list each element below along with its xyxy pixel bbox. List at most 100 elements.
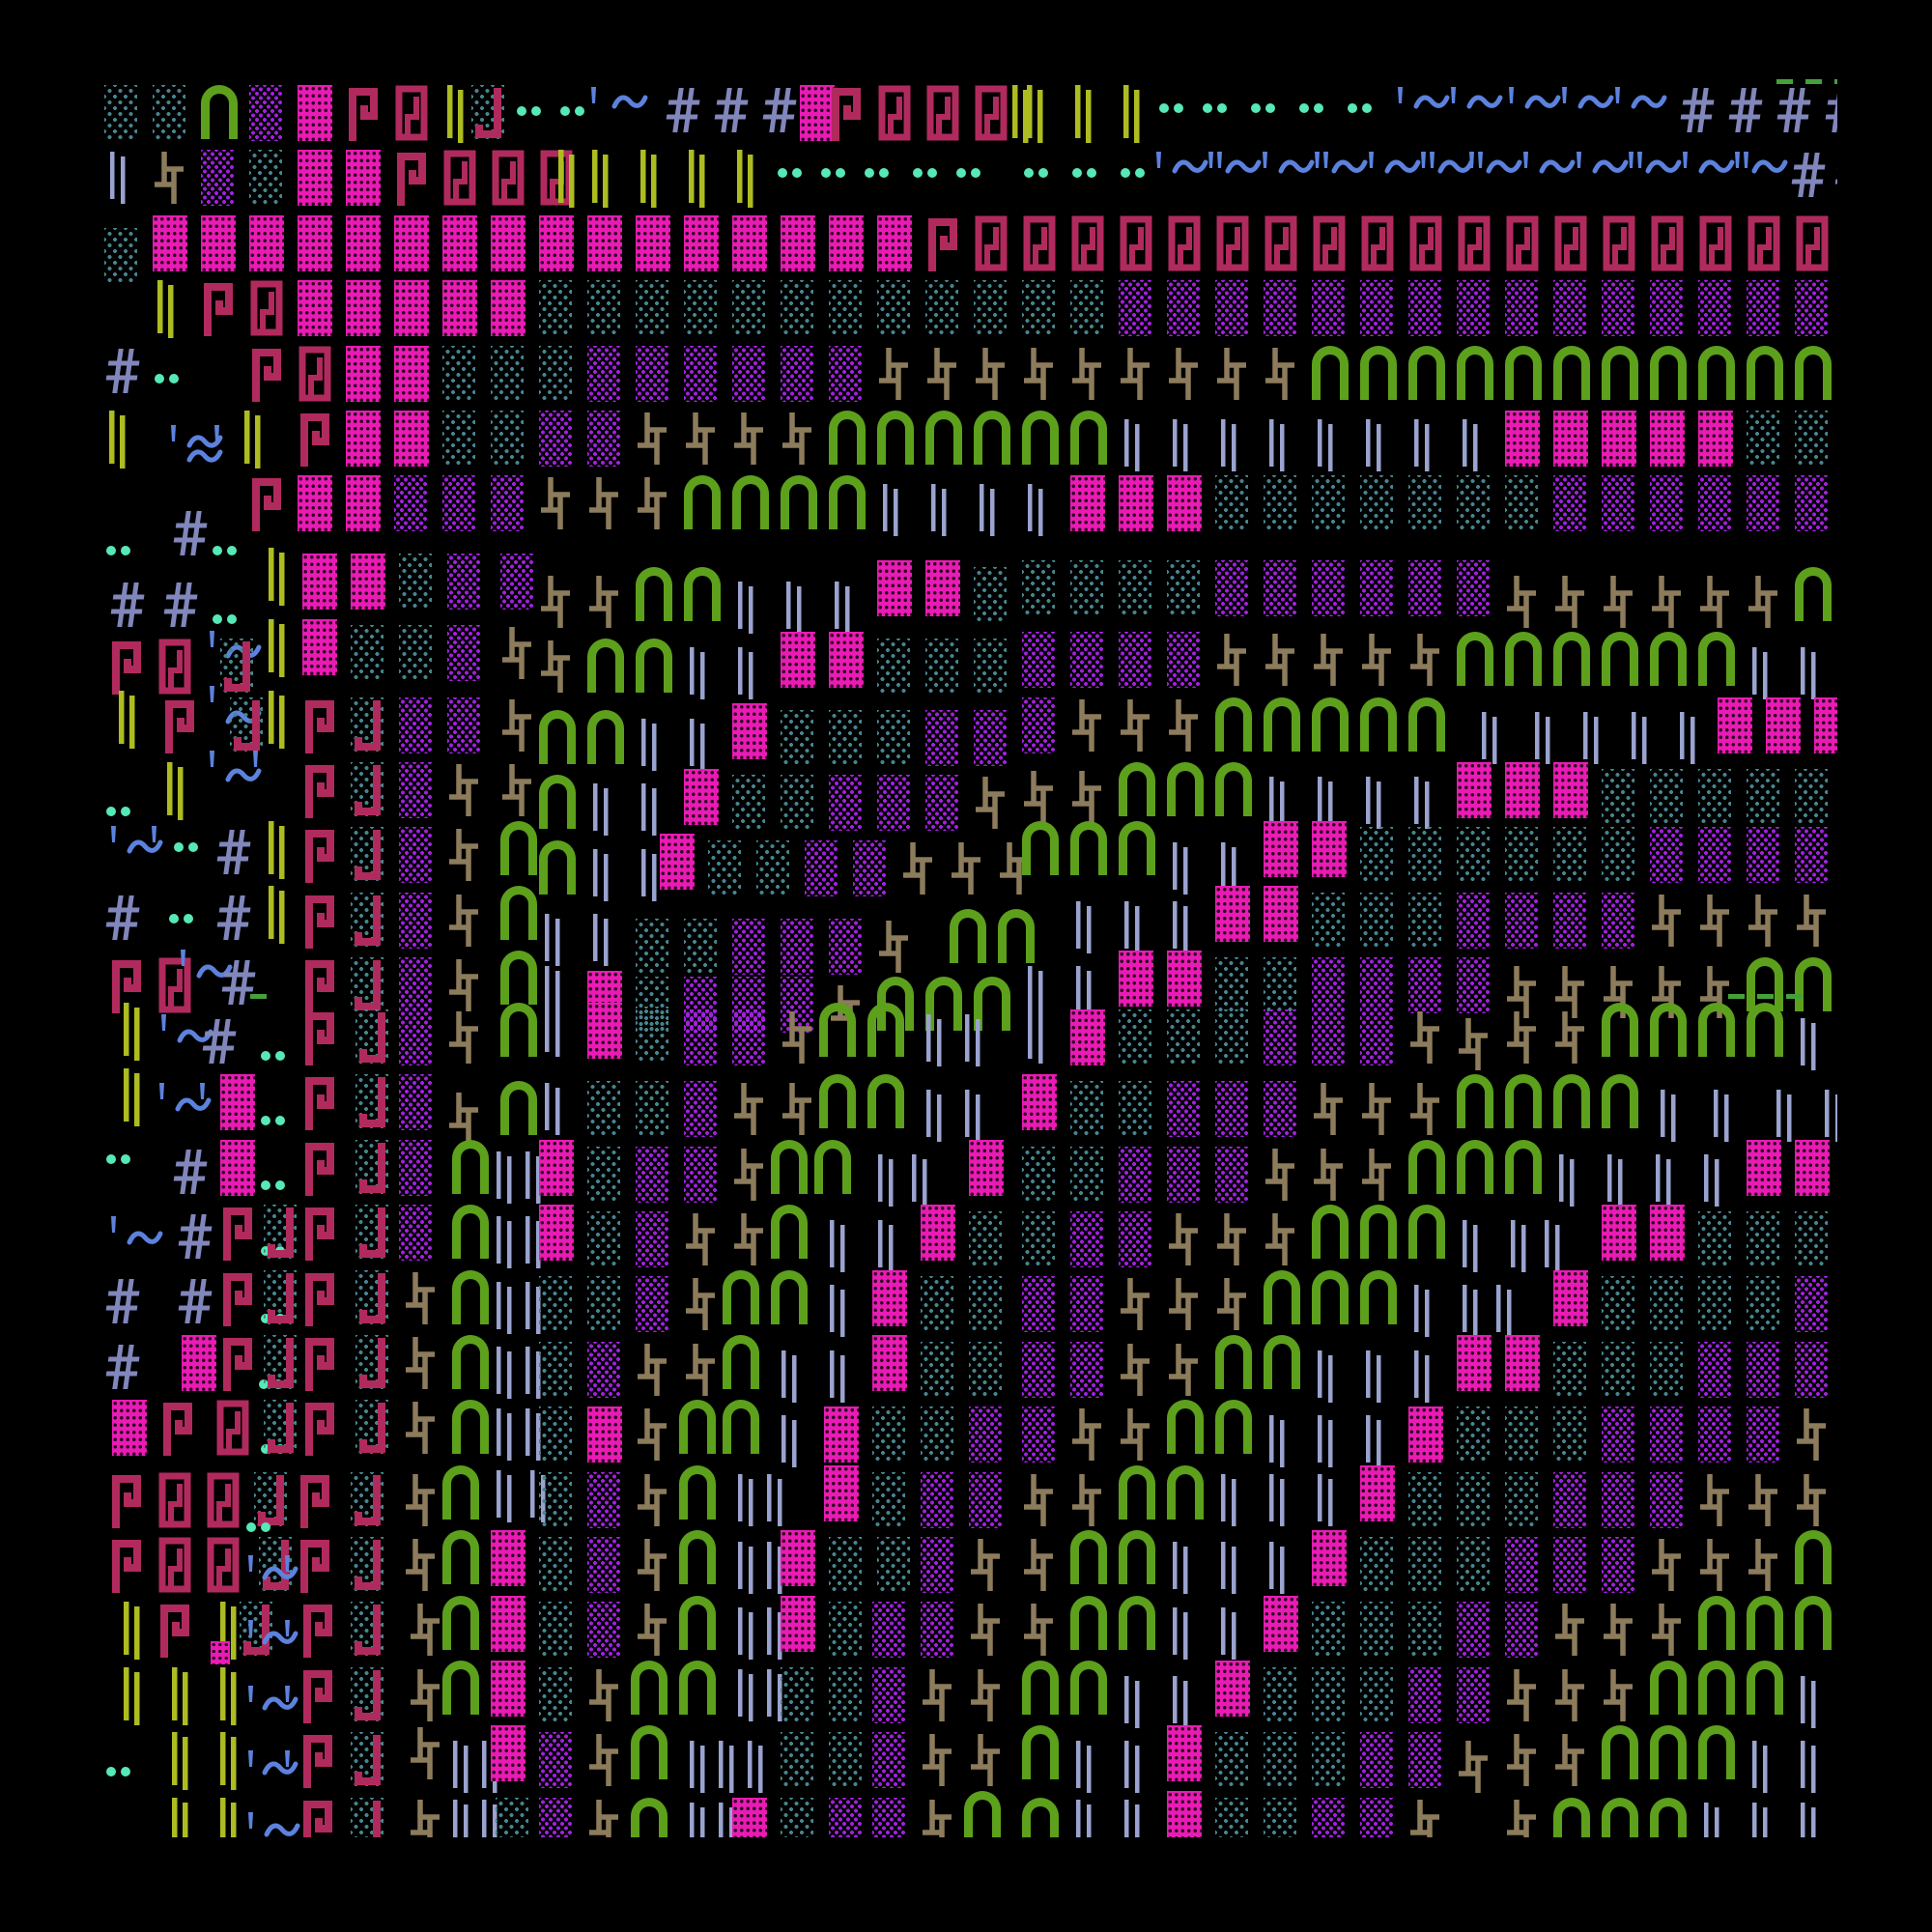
glyph-mint-dots (1022, 166, 1051, 180)
glyph-teal-dotted-block (1070, 280, 1103, 337)
glyph-pink-dotted-block (1795, 1139, 1830, 1196)
glyph-violet-dotted-block (636, 1276, 668, 1333)
glyph-green-arch (1698, 632, 1735, 687)
glyph-green-arch (1795, 1530, 1832, 1585)
glyph-tan-double-cross (684, 1276, 717, 1332)
glyph-violet-dotted-block (1408, 1666, 1441, 1723)
glyph-lavender-bars (1674, 710, 1701, 766)
glyph-teal-dotted-block (1408, 1471, 1441, 1528)
glyph-violet-dotted-block (201, 150, 234, 207)
glyph-lavender-bars (1070, 964, 1097, 1020)
glyph-tan-double-cross (1070, 346, 1103, 402)
glyph-teal-dotted-block (153, 85, 185, 141)
glyph-lavender-bars (1747, 1739, 1774, 1795)
glyph-green-arch (1312, 1269, 1349, 1324)
glyph-crimson-hook (220, 638, 253, 695)
glyph-crimson-corner (249, 346, 282, 402)
glyph-lavender-bars (1655, 1088, 1682, 1144)
glyph-quote (206, 749, 217, 770)
glyph-violet-dotted-block (636, 1146, 668, 1203)
glyph-green-arch (1553, 1074, 1590, 1129)
glyph-tan-double-cross (1312, 632, 1345, 688)
glyph-yellow-double-bars (264, 820, 291, 879)
glyph-tan-double-cross (1408, 1798, 1441, 1837)
glyph-crimson-spiral (394, 85, 429, 141)
glyph-lavender-bars (539, 1081, 566, 1137)
glyph-green-dash (1804, 78, 1824, 86)
glyph-violet-dotted-block (1264, 1081, 1296, 1138)
glyph-green-arch (723, 1269, 759, 1324)
glyph-teal-dotted-block (974, 566, 1007, 623)
glyph-lavender-bars (104, 150, 131, 206)
glyph-violet-dotted-block (1167, 632, 1200, 689)
glyph-yellow-double-bars (587, 150, 614, 209)
glyph-violet-dotted-block (249, 85, 282, 141)
glyph-violet-dotted-block (877, 775, 910, 832)
glyph-yellow-double-bars (215, 1797, 242, 1837)
glyph-lavender-bars (713, 1739, 740, 1795)
glyph-green-arch (877, 411, 914, 465)
glyph-green-arch (974, 411, 1010, 465)
glyph-violet-dotted-block (1457, 1602, 1490, 1659)
glyph-quote (244, 1748, 256, 1770)
glyph-green-arch (452, 1400, 489, 1455)
glyph-tan-double-cross (925, 346, 958, 402)
glyph-pink-dotted-block (249, 214, 284, 271)
glyph-tan-double-cross (1795, 1406, 1828, 1463)
glyph-violet-dotted-block (1698, 1341, 1731, 1398)
glyph-crimson-hook (355, 1139, 388, 1196)
glyph-crimson-hook (264, 1269, 297, 1326)
glyph-crimson-corner (302, 1140, 335, 1196)
glyph-teal-dotted-block (872, 1406, 905, 1463)
glyph-lavender-bars (1795, 1739, 1822, 1795)
glyph-pink-dotted-block (298, 280, 332, 337)
glyph-teal-dotted-block (1408, 475, 1441, 532)
glyph-lavender-bars (1457, 1283, 1484, 1339)
glyph-violet-dotted-block (1795, 475, 1828, 532)
glyph-lavender-bars (732, 645, 759, 701)
glyph-violet-dotted-block (1022, 1406, 1055, 1463)
glyph-violet-dotted-block (1457, 560, 1490, 617)
glyph-tilde (262, 1758, 298, 1779)
glyph-quote (249, 749, 261, 770)
glyph-teal-dotted-block (1747, 411, 1779, 467)
glyph-green-arch (1070, 820, 1107, 875)
glyph-teal-dotted-block (1215, 957, 1248, 1014)
glyph-lavender-bars (1119, 417, 1146, 473)
glyph-quote (244, 1553, 256, 1575)
glyph-green-arch (631, 1661, 668, 1716)
glyph-green-arch (1457, 345, 1493, 400)
glyph-pink-dotted-block (201, 214, 236, 271)
glyph-pink-dotted-block (351, 554, 385, 611)
glyph-lavender-bars (959, 1088, 986, 1144)
glyph-violet-dotted-block (805, 839, 838, 896)
glyph-green-arch (1070, 1595, 1107, 1650)
glyph-tan-double-cross (404, 1335, 437, 1391)
glyph-lavender-bars (732, 1472, 759, 1528)
glyph-tan-double-cross (1505, 574, 1538, 630)
glyph-pink-dotted-block (346, 150, 381, 207)
glyph-mint-dots (1119, 166, 1148, 180)
glyph-violet-dotted-block (491, 475, 524, 532)
glyph-pink-dotted-block (732, 1797, 767, 1837)
glyph-lavender-bars (587, 781, 614, 838)
glyph-green-arch (1408, 696, 1445, 752)
glyph-quote (211, 423, 222, 444)
glyph-tan-double-cross (1022, 1537, 1055, 1593)
glyph-teal-dotted-block (1457, 1406, 1490, 1463)
glyph-tan-double-cross (1022, 1472, 1055, 1528)
glyph-teal-dotted-block (1360, 892, 1393, 949)
glyph-green-arch (1312, 1205, 1349, 1260)
glyph-lavender-bars (539, 964, 566, 1020)
glyph-yellow-double-bars (264, 618, 291, 677)
glyph-tan-double-cross (409, 1667, 441, 1723)
glyph-violet-dotted-block (399, 957, 432, 1014)
glyph-lavender-bars (742, 1739, 769, 1795)
glyph-pink-dotted-block (491, 1661, 526, 1718)
glyph-teal-dotted-block (781, 1666, 813, 1723)
glyph-tan-double-cross (1698, 574, 1731, 630)
glyph-violet-dotted-block (1650, 280, 1683, 337)
glyph-violet-dotted-block (684, 345, 717, 402)
glyph-lavender-bars (1819, 1088, 1837, 1144)
glyph-pink-dotted-block (1457, 761, 1492, 818)
